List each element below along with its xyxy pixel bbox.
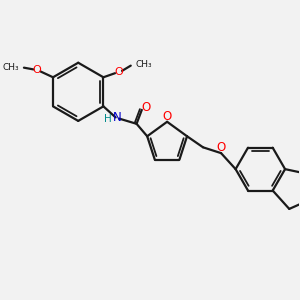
Text: CH₃: CH₃ [135, 60, 152, 69]
Text: H: H [104, 114, 112, 124]
Text: O: O [114, 67, 123, 77]
Text: O: O [33, 65, 41, 75]
Text: O: O [142, 101, 151, 114]
Text: N: N [113, 111, 122, 124]
Text: O: O [217, 141, 226, 154]
Text: CH₃: CH₃ [2, 63, 19, 72]
Text: O: O [163, 110, 172, 123]
